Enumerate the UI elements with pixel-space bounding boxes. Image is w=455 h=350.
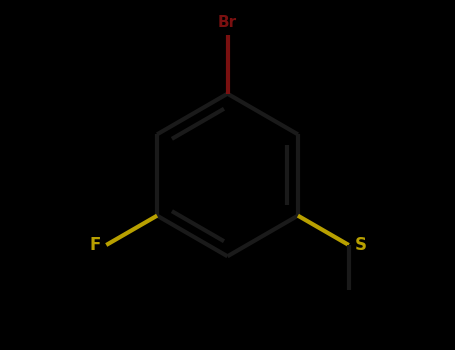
Text: F: F	[89, 236, 101, 254]
Text: S: S	[354, 236, 366, 254]
Text: Br: Br	[218, 15, 237, 30]
